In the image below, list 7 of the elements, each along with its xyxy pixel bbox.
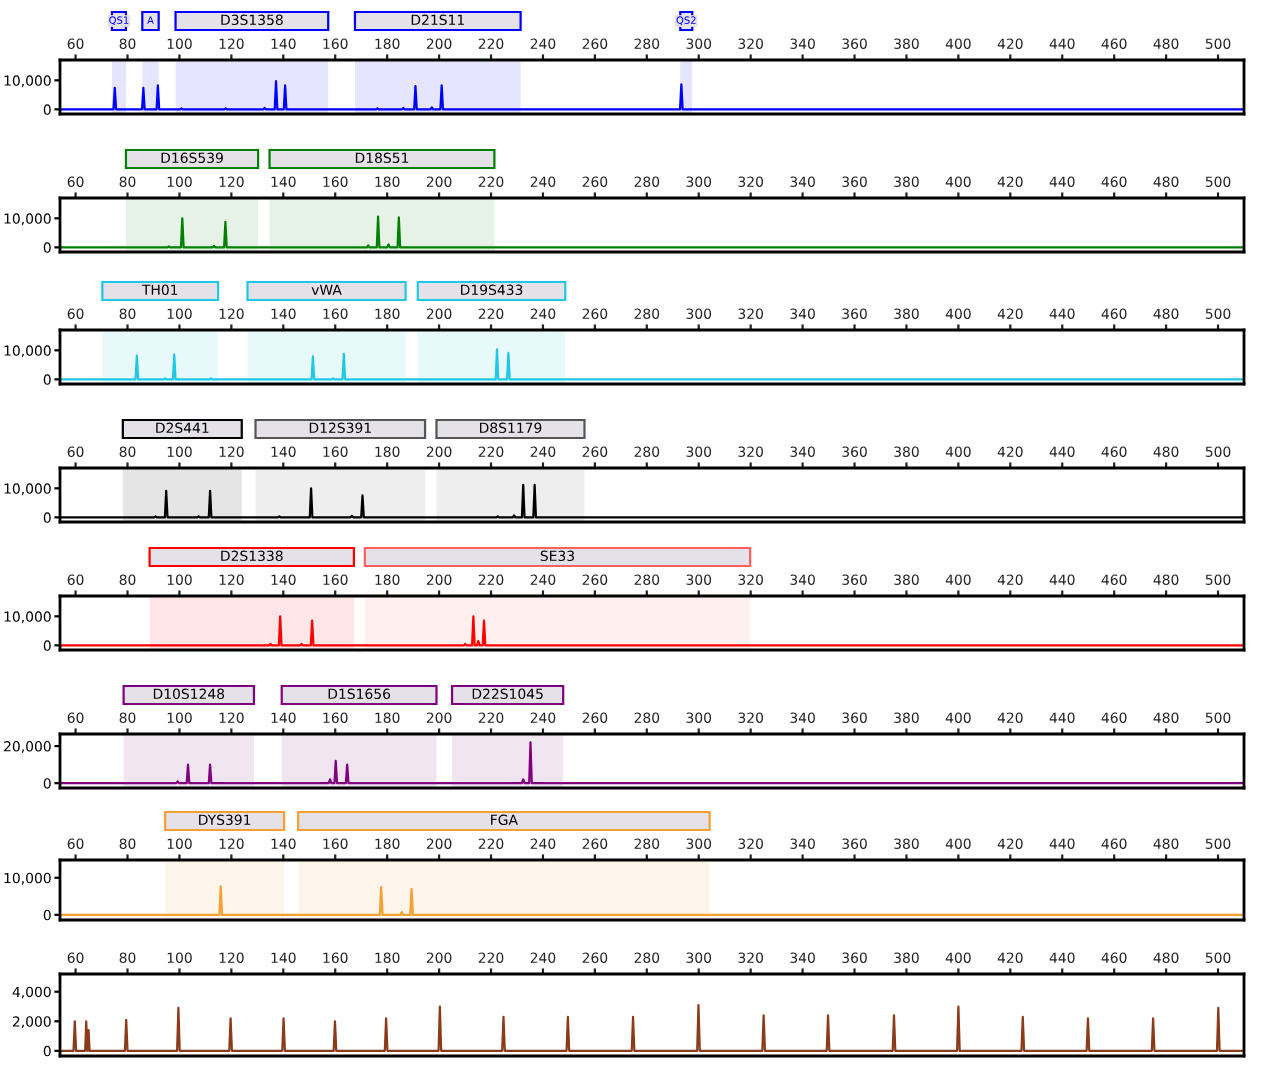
line-series — [60, 885, 1244, 916]
line-series — [60, 1003, 1244, 1052]
line-series — [60, 348, 1244, 381]
line-series — [60, 80, 1244, 111]
line-series — [60, 215, 1244, 249]
line-series — [60, 741, 1244, 785]
line-series — [60, 615, 1244, 647]
